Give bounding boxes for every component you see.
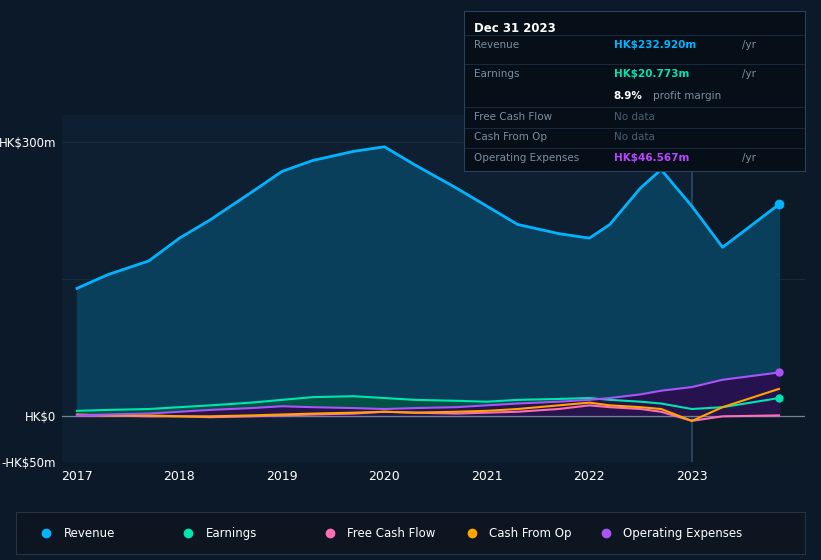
Text: Cash From Op: Cash From Op [489,527,571,540]
Text: HK$46.567m: HK$46.567m [614,153,689,164]
Text: HK$232.920m: HK$232.920m [614,40,696,50]
Text: Revenue: Revenue [64,527,115,540]
Text: Free Cash Flow: Free Cash Flow [474,112,553,122]
Text: Cash From Op: Cash From Op [474,133,547,142]
Text: /yr: /yr [741,40,755,50]
Text: Operating Expenses: Operating Expenses [474,153,580,164]
Text: No data: No data [614,112,654,122]
Text: Operating Expenses: Operating Expenses [623,527,742,540]
Text: /yr: /yr [741,69,755,78]
Bar [692,115,805,462]
Text: Earnings: Earnings [205,527,257,540]
Text: Revenue: Revenue [474,40,519,50]
Text: profit margin: profit margin [653,91,721,101]
Text: Earnings: Earnings [474,69,520,78]
Text: 8.9%: 8.9% [614,91,643,101]
Text: Dec 31 2023: Dec 31 2023 [474,22,556,35]
Text: Free Cash Flow: Free Cash Flow [347,527,436,540]
Text: /yr: /yr [741,153,755,164]
Text: No data: No data [614,133,654,142]
Text: HK$20.773m: HK$20.773m [614,69,689,78]
